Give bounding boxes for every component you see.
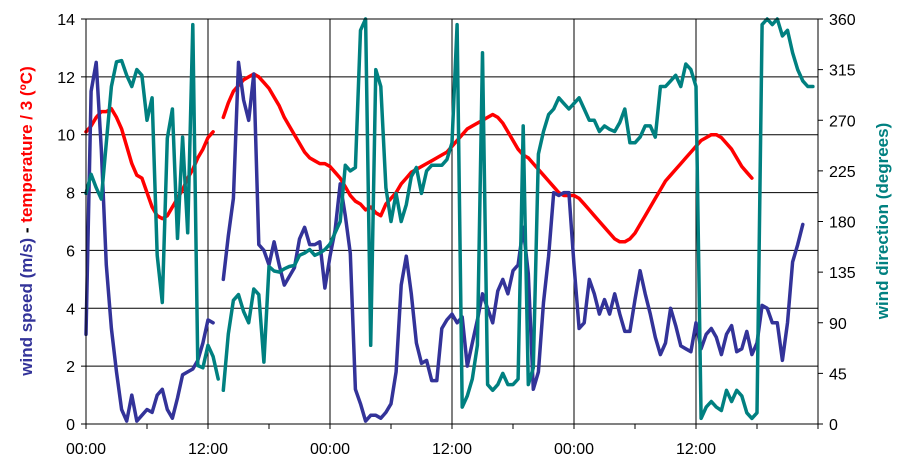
series-line — [84, 106, 215, 221]
right-tick-label: 270 — [829, 113, 856, 130]
left-tick-label: 6 — [66, 243, 75, 260]
left-tick-label: 2 — [66, 359, 75, 376]
series-layer — [84, 17, 815, 423]
x-tick-label: 12:00 — [432, 441, 472, 458]
right-tick-label: 180 — [829, 215, 856, 232]
right-tick-label: 90 — [829, 316, 847, 333]
right-tick-label: 225 — [829, 164, 856, 181]
x-tick-label: 12:00 — [188, 441, 228, 458]
right-axis-title: wind direction (degrees) — [873, 123, 892, 320]
x-tick-label: 00:00 — [554, 441, 594, 458]
x-axis-ticks: 00:00 12:00 00:00 12:00 00:00 12:00 — [66, 424, 819, 458]
left-tick-label: 0 — [66, 417, 75, 434]
left-tick-label: 10 — [57, 128, 75, 145]
left-tick-label: 12 — [57, 70, 75, 87]
right-tick-label: 45 — [829, 366, 847, 383]
series-line — [221, 60, 805, 423]
x-tick-label: 00:00 — [310, 441, 350, 458]
left-tick-label: 4 — [66, 301, 75, 318]
series-line — [221, 17, 815, 421]
right-tick-label: 0 — [829, 417, 838, 434]
left-axis-title-part: - — [17, 223, 36, 238]
x-tick-label: 00:00 — [66, 441, 106, 458]
x-tick-label: 12:00 — [676, 441, 716, 458]
left-tick-label: 14 — [57, 12, 75, 29]
series-line — [84, 60, 215, 423]
left-axis-title: wind speed (m/s) - temperature / 3 (ºC) — [17, 66, 36, 376]
right-axis-ticks: 0 45 90 135 180 225 270 315 360 — [818, 12, 856, 434]
left-axis-title-part: temperature / 3 (ºC) — [17, 66, 36, 222]
vertical-gridlines — [207, 19, 697, 424]
right-tick-label: 360 — [829, 12, 856, 29]
right-tick-label: 315 — [829, 63, 856, 80]
right-tick-label: 135 — [829, 265, 856, 282]
series-line — [221, 72, 754, 244]
series-line — [84, 22, 220, 381]
left-tick-label: 8 — [66, 186, 75, 203]
left-axis-ticks: 0 2 4 6 8 10 12 14 — [57, 12, 86, 434]
left-axis-title-part: wind speed (m/s) — [17, 238, 36, 377]
